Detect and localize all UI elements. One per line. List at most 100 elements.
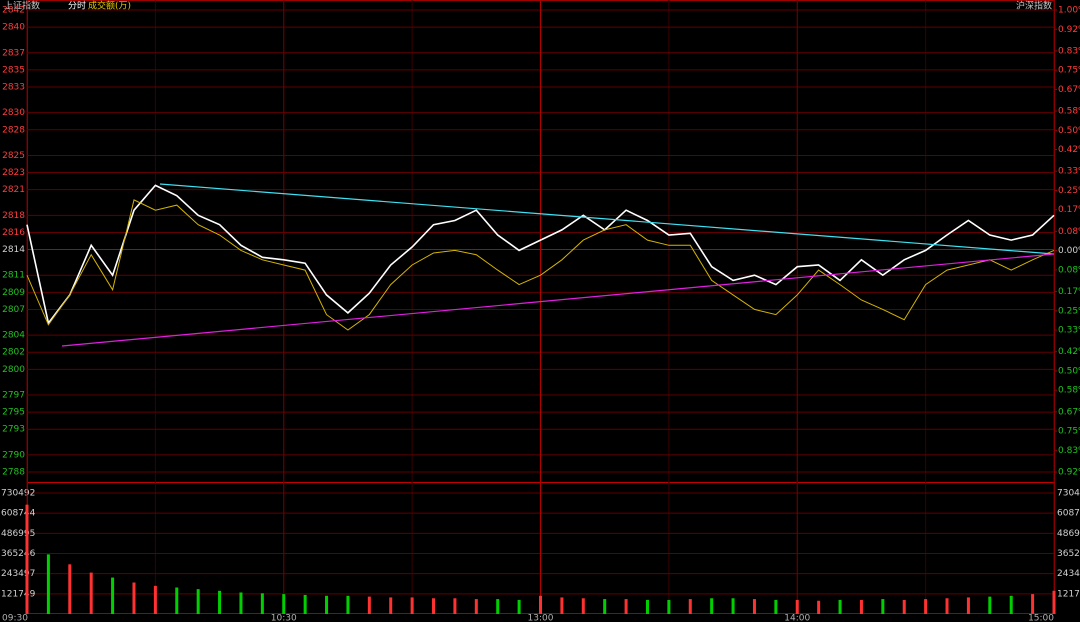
volume-bar: [218, 590, 222, 614]
volume-bar: [1031, 594, 1035, 614]
volume-bar: [410, 597, 414, 614]
y-tick-label: 243497: [1, 569, 35, 579]
y-tick-label: 2837: [2, 48, 25, 58]
y2-tick-label: 0.50%: [1058, 126, 1080, 136]
y-tick-label: 608744: [1, 509, 36, 519]
y2-tick-label: 0.92%: [1058, 468, 1080, 478]
y2-tick-label: 0.92%: [1058, 25, 1080, 35]
y-tick-label: 2788: [2, 468, 25, 478]
trend-line-upper: [159, 183, 1055, 255]
trend-line-lower: [61, 253, 1055, 347]
y2-tick-label: 0.33%: [1058, 326, 1080, 336]
y-tick-label: 2797: [2, 391, 25, 401]
y-tick-label: 2835: [2, 65, 25, 75]
y-tick-label: 2811: [2, 271, 25, 281]
volume-bar: [988, 596, 992, 614]
volume-bar: [731, 598, 735, 614]
y-tick-label: 2809: [2, 288, 25, 298]
y2-tick-label: 0.00%: [1058, 246, 1080, 256]
volume-bar: [859, 599, 863, 614]
y-tick-label: 2821: [2, 185, 25, 195]
volume-bar: [795, 599, 799, 614]
y-tick-label: 2830: [2, 108, 25, 118]
y2-tick-label: 0.42%: [1058, 145, 1080, 155]
y2-tick-label: 0.08%: [1058, 265, 1080, 275]
y-tick-label: 121749: [1, 589, 36, 599]
y-tick-label: 2825: [2, 151, 25, 161]
x-tick-label: 14:00: [784, 614, 810, 622]
y2-tick-label: 0.67%: [1058, 407, 1080, 417]
y-tick-label: 2842: [2, 6, 25, 16]
volume-bar: [1009, 595, 1013, 614]
y-tick-label: 2807: [2, 305, 25, 315]
volume-bar: [881, 599, 885, 614]
y2-tick-label: 0.83%: [1058, 446, 1080, 456]
y-tick-label: 2802: [2, 348, 25, 358]
y2-tick-label: 0.58%: [1058, 386, 1080, 396]
y-tick-label: 2804: [2, 331, 25, 341]
y2-tick-label: 0.75%: [1058, 427, 1080, 437]
volume-bar: [838, 599, 842, 614]
volume-bar: [68, 564, 72, 614]
y-tick-label: 2823: [2, 168, 25, 178]
y-tick-label: 2800: [2, 365, 25, 375]
volume-bar: [474, 599, 478, 614]
volume-bar: [389, 597, 393, 614]
y-tick-label: 730492: [1057, 489, 1080, 499]
volume-bar: [710, 598, 714, 614]
y2-tick-label: 0.17%: [1058, 287, 1080, 297]
y2-tick-label: 0.08%: [1058, 227, 1080, 237]
volume-bar: [325, 595, 329, 614]
chart-title: 上证指数: [4, 0, 40, 12]
y2-tick-label: 0.50%: [1058, 366, 1080, 376]
volume-bar: [902, 599, 906, 614]
y-tick-label: 365246: [1057, 549, 1080, 559]
volume-bar: [260, 593, 264, 614]
volume-bar: [817, 600, 821, 614]
chart-subtitle: 分时: [68, 0, 86, 12]
volume-bar: [924, 599, 928, 614]
y-tick-label: 486995: [1057, 529, 1080, 539]
volume-bar: [239, 592, 243, 614]
volume-bar: [603, 599, 607, 614]
volume-bar: [303, 594, 307, 614]
volume-bar: [132, 582, 136, 614]
volume-bar: [517, 599, 521, 614]
volume-bar: [196, 589, 200, 614]
marks: [25, 184, 1056, 614]
volume-bar: [25, 504, 29, 614]
y-tick-label: 365246: [1, 549, 36, 559]
y-tick-label: 730492: [1, 489, 35, 499]
volume-bar: [89, 572, 93, 614]
y-tick-label: 2818: [2, 211, 25, 221]
volume-bar: [539, 595, 542, 614]
y2-tick-label: 0.58%: [1058, 107, 1080, 117]
y2-tick-label: 0.75%: [1058, 66, 1080, 76]
annotation[interactable]: 沪深指数: [1016, 0, 1052, 12]
price-line: [26, 199, 1055, 331]
volume-bar: [153, 585, 157, 614]
y2-tick-label: 1.00%: [1058, 6, 1080, 16]
x-tick-label: 15:00: [1028, 614, 1054, 622]
volume-bar: [346, 595, 350, 614]
volume-bar: [111, 577, 115, 614]
volume-bar: [966, 597, 970, 614]
y-tick-label: 243497: [1057, 569, 1080, 579]
y-tick-label: 2828: [2, 125, 25, 135]
volume-bar: [175, 587, 179, 614]
volume-bar: [560, 597, 564, 614]
y-tick-label: 486995: [1, 529, 35, 539]
volume-bar: [645, 599, 649, 614]
y2-tick-label: 0.25%: [1058, 186, 1080, 196]
y2-tick-label: 0.67%: [1058, 85, 1080, 95]
x-tick-label: 13:00: [528, 614, 554, 622]
y2-tick-label: 0.33%: [1058, 167, 1080, 177]
volume-bar: [282, 594, 286, 614]
y-tick-label: 2814: [2, 245, 25, 255]
volume-bar: [432, 598, 436, 614]
y2-tick-label: 0.42%: [1058, 347, 1080, 357]
y-tick-label: 2816: [2, 228, 25, 238]
y-tick-label: 2840: [2, 23, 25, 33]
